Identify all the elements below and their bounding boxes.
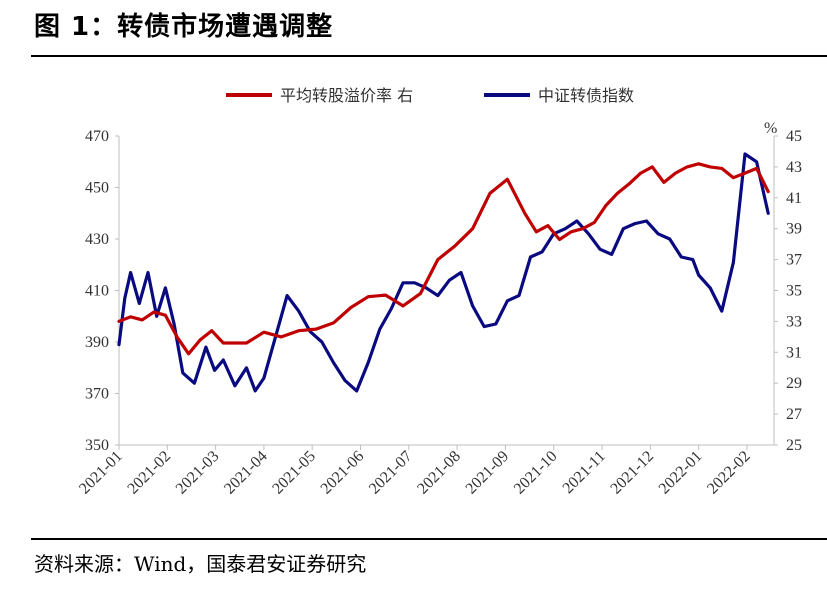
left-tick-label: 350	[85, 437, 109, 454]
x-tick-label: 2021-09	[463, 448, 513, 498]
right-tick-label: 43	[786, 159, 802, 176]
right-tick-label: 39	[786, 221, 802, 238]
x-tick-label: 2021-12	[607, 448, 657, 498]
source-rule	[31, 538, 827, 540]
x-tick-label: 2021-06	[318, 448, 368, 498]
right-tick-label: 33	[786, 313, 802, 330]
x-tick-label: 2021-04	[221, 448, 271, 498]
right-axis-unit: %	[764, 120, 777, 137]
x-tick-label: 2022-01	[656, 448, 706, 498]
legend-item-index-label: 中证转债指数	[538, 86, 634, 105]
x-tick-label: 2021-11	[560, 448, 609, 497]
source-note: 资料来源：Wind，国泰君安证券研究	[34, 552, 367, 576]
x-tick-label: 2022-02	[704, 448, 754, 498]
left-tick-label: 390	[85, 334, 109, 351]
series-line-index	[117, 152, 770, 393]
right-tick-label: 45	[786, 128, 802, 145]
left-tick-label: 410	[85, 283, 109, 300]
figure-title: 图 1：转债市场遭遇调整	[34, 12, 334, 42]
chart-axes: 350 370 390 410 430 450 470 25 27 29 31 33 35 37 39 41 4…	[76, 120, 802, 498]
left-tick-label: 450	[85, 180, 109, 197]
right-tick-label: 25	[786, 437, 802, 454]
right-tick-label: 27	[786, 406, 802, 423]
x-tick-label: 2021-01	[76, 448, 126, 498]
x-tick-label: 2021-05	[269, 448, 319, 498]
right-tick-label: 41	[786, 190, 802, 207]
x-tick-label: 2021-10	[511, 448, 561, 498]
left-tick-label: 470	[85, 128, 109, 145]
left-tick-label: 370	[85, 386, 109, 403]
legend-item-premium-label: 平均转股溢价率 右	[280, 86, 413, 105]
right-tick-label: 29	[786, 375, 802, 392]
right-tick-label: 35	[786, 283, 802, 300]
title-rule	[31, 55, 827, 57]
right-tick-label: 31	[786, 344, 802, 361]
left-tick-label: 430	[85, 231, 109, 248]
legend: 平均转股溢价率 右 中证转债指数	[226, 86, 634, 105]
x-tick-label: 2021-08	[414, 448, 464, 498]
x-tick-label: 2021-02	[124, 448, 174, 498]
right-tick-label: 37	[786, 252, 802, 269]
series-line-premium	[117, 162, 770, 356]
x-tick-label: 2021-07	[366, 448, 416, 498]
x-tick-label: 2021-03	[173, 448, 223, 498]
plot-area	[117, 152, 770, 393]
